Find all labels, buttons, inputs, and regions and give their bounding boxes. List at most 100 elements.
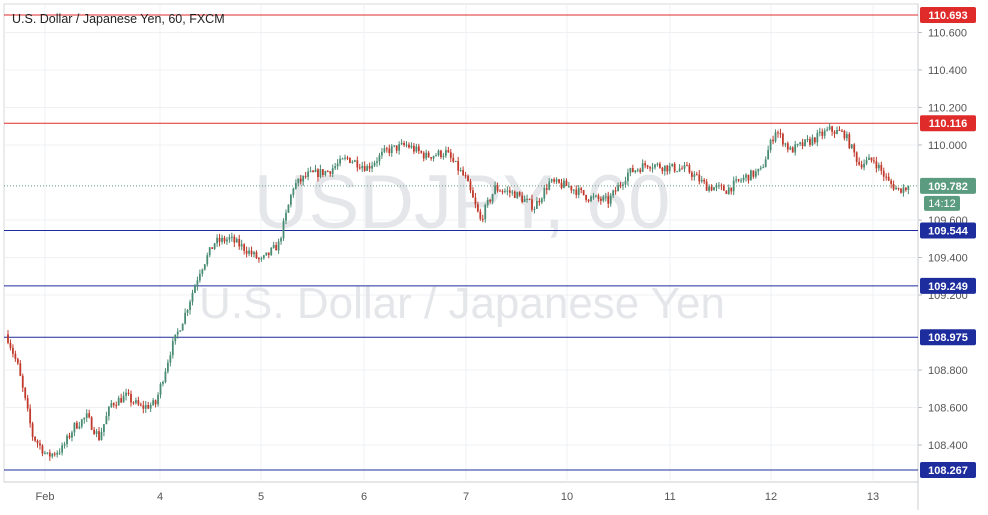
candle-up <box>294 183 297 189</box>
x-tick-label: 10 <box>561 491 573 503</box>
candle-up <box>290 194 292 205</box>
candle-up <box>100 431 103 441</box>
candle-up <box>676 171 679 173</box>
candle-up <box>46 452 49 454</box>
candle-down <box>130 393 132 403</box>
candle-up <box>459 170 462 172</box>
candle-up <box>125 392 127 396</box>
candle-down <box>565 180 568 186</box>
level-lines <box>4 14 918 471</box>
candle-up <box>693 174 696 177</box>
candle-up <box>624 181 627 185</box>
candle-down <box>29 408 32 424</box>
candle-up <box>71 432 73 438</box>
candle-up <box>494 185 496 195</box>
candle-up <box>339 158 341 164</box>
candle-up <box>206 255 209 265</box>
candle-up <box>563 180 565 188</box>
candle-down <box>897 187 900 189</box>
candle-down <box>843 130 846 139</box>
candle-down <box>499 190 501 192</box>
candle-down <box>521 195 524 203</box>
candle-up <box>80 419 83 427</box>
current-price-label: 109.782 <box>928 181 968 193</box>
candle-down <box>639 169 642 172</box>
candle-down <box>619 185 622 187</box>
candle-down <box>413 145 415 152</box>
candle-up <box>818 131 821 133</box>
candle-down <box>68 435 71 438</box>
candle-down <box>26 398 29 409</box>
candle-down <box>688 165 691 173</box>
candle-down <box>496 185 499 191</box>
candle-up <box>590 196 592 202</box>
candle-down <box>575 189 578 195</box>
candle-up <box>506 190 509 192</box>
candle-down <box>31 423 34 437</box>
candle-up <box>179 330 182 332</box>
candle-up <box>341 158 344 160</box>
candle-up <box>548 181 551 190</box>
y-tick-label: 108.800 <box>928 365 968 377</box>
candle-down <box>403 142 405 146</box>
candle-up <box>668 165 671 172</box>
candle-down <box>299 178 302 182</box>
current-price-badge <box>920 177 976 194</box>
candle-down <box>831 126 833 132</box>
candle-up <box>804 139 806 147</box>
candle-up <box>144 405 147 409</box>
candle-down <box>34 436 36 441</box>
candle-up <box>297 178 300 184</box>
candle-down <box>88 413 91 418</box>
candle-down <box>93 429 95 434</box>
candle-down <box>243 244 246 251</box>
candle-down <box>472 190 474 198</box>
candle-up <box>405 144 408 146</box>
candle-down <box>880 164 883 171</box>
candle-down <box>12 347 14 354</box>
candle-up <box>486 199 489 205</box>
candle-down <box>16 358 19 364</box>
candle-up <box>159 383 162 395</box>
candle-up <box>262 255 265 259</box>
candle-up <box>754 171 757 177</box>
candle-up <box>63 444 66 446</box>
candle-down <box>518 192 521 196</box>
candle-down <box>440 150 442 157</box>
candle-down <box>120 398 123 403</box>
candle-down <box>41 445 44 454</box>
candle-up <box>103 424 105 432</box>
candle-down <box>887 176 890 181</box>
x-tick-label: 11 <box>664 491 675 503</box>
candle-up <box>324 171 327 175</box>
candle-up <box>577 188 580 195</box>
candle-down <box>649 167 651 169</box>
x-tick-label: Feb <box>36 491 55 503</box>
candle-down <box>801 142 804 147</box>
candle-up <box>230 236 233 238</box>
candle-up <box>270 247 273 255</box>
candle-up <box>735 179 738 181</box>
candle-up <box>309 170 312 172</box>
candle-down <box>452 157 455 162</box>
candle-down <box>422 152 425 159</box>
candle-down <box>553 179 556 182</box>
candle-up <box>727 187 730 194</box>
candle-down <box>686 165 688 167</box>
x-tick-label: 12 <box>765 491 777 503</box>
candle-up <box>162 381 164 384</box>
candle-down <box>703 179 706 182</box>
candle-down <box>809 139 811 145</box>
candle-up <box>344 157 346 159</box>
candle-down <box>98 431 100 441</box>
candle-down <box>599 198 602 201</box>
candle-down <box>821 131 824 136</box>
candle-down <box>476 204 479 212</box>
support-label: 109.544 <box>928 225 969 237</box>
candle-down <box>690 172 693 177</box>
candle-up <box>285 212 287 221</box>
candle-up <box>248 250 250 254</box>
candle-down <box>349 157 351 163</box>
candle-up <box>592 196 595 198</box>
